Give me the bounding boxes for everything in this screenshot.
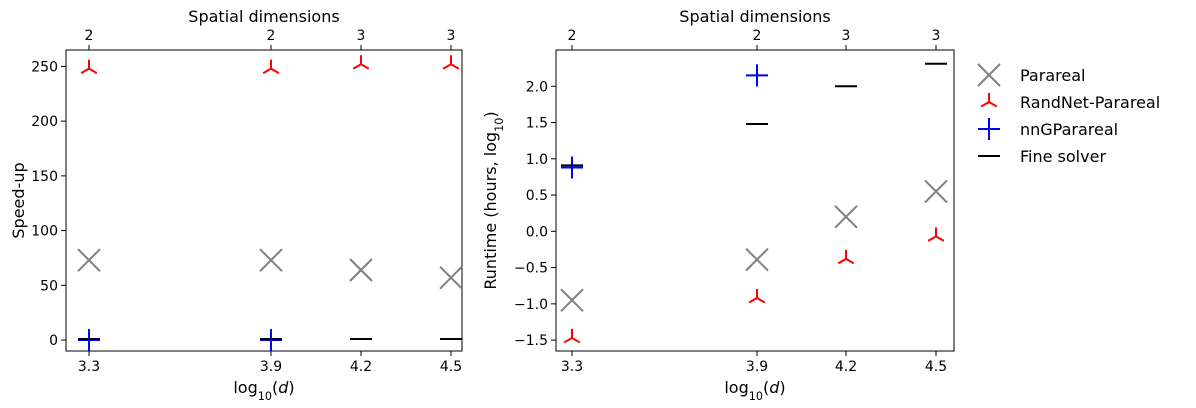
plot-frame bbox=[555, 49, 955, 352]
y-tick-label: 50 bbox=[40, 278, 58, 294]
data-point-nngparareal bbox=[561, 156, 583, 179]
y-tick-label: 150 bbox=[31, 169, 58, 185]
top-tick-label: 2 bbox=[753, 28, 762, 44]
x-tick-label: 4.2 bbox=[350, 359, 372, 375]
x-axis-label: log10(d) bbox=[233, 378, 294, 403]
y-tick-label: 200 bbox=[31, 114, 58, 130]
plot-frame bbox=[65, 49, 463, 352]
y-tick-label: 0.5 bbox=[526, 188, 548, 204]
data-point-randnet-parareal bbox=[748, 289, 766, 304]
data-point-randnet-parareal bbox=[927, 227, 945, 242]
data-point-randnet-parareal bbox=[352, 55, 370, 70]
y-tick-label: −1.0 bbox=[514, 297, 548, 313]
top-axis-label: Spatial dimensions bbox=[679, 7, 830, 26]
top-tick-label: 2 bbox=[85, 28, 94, 44]
x-tick-label: 4.5 bbox=[440, 359, 462, 375]
y-tick-label: 0.0 bbox=[526, 224, 548, 240]
data-point-nngparareal bbox=[78, 329, 100, 352]
data-point-parareal bbox=[349, 258, 373, 282]
y-axis-label: Runtime (hours, log10) bbox=[481, 111, 506, 289]
data-point-randnet-parareal bbox=[442, 55, 460, 70]
x-tick-label: 4.2 bbox=[835, 359, 857, 375]
x-tick-label: 4.5 bbox=[925, 359, 947, 375]
chart-1: 3.3 2 3.9 2 4.2 3 4.5 3 0 50 100 150 200 250 log10(d) S… bbox=[9, 7, 463, 403]
top-tick-label: 3 bbox=[447, 28, 456, 44]
x-axis-label: log10(d) bbox=[724, 378, 785, 403]
data-point-parareal bbox=[924, 179, 948, 204]
legend-marker-parareal bbox=[977, 63, 1001, 87]
top-tick-label: 3 bbox=[357, 28, 366, 44]
legend-label: RandNet-Parareal bbox=[1020, 93, 1160, 112]
data-point-parareal bbox=[439, 265, 463, 290]
legend: Parareal RandNet-Parareal nnGParareal Fine … bbox=[977, 63, 1160, 166]
x-tick-label: 3.9 bbox=[260, 359, 282, 375]
data-point-randnet-parareal bbox=[80, 59, 98, 74]
data-point-parareal bbox=[560, 288, 584, 312]
x-tick-label: 3.9 bbox=[746, 359, 768, 375]
data-point-parareal bbox=[745, 247, 769, 272]
y-tick-label: −1.5 bbox=[514, 333, 548, 349]
y-tick-label: 100 bbox=[31, 224, 58, 240]
legend-marker-randnet-parareal bbox=[980, 93, 998, 108]
data-point-randnet-parareal bbox=[563, 328, 581, 344]
data-point-nngparareal bbox=[746, 64, 768, 87]
top-tick-label: 3 bbox=[932, 28, 941, 44]
y-tick-label: −0.5 bbox=[514, 261, 548, 277]
y-tick-label: 0 bbox=[49, 333, 58, 349]
y-tick-label: 1.5 bbox=[526, 116, 548, 132]
top-tick-label: 2 bbox=[568, 28, 577, 44]
y-tick-label: 250 bbox=[31, 59, 58, 75]
legend-label: nnGParareal bbox=[1020, 120, 1118, 139]
top-tick-label: 2 bbox=[267, 28, 276, 44]
data-point-parareal bbox=[834, 205, 858, 229]
data-point-parareal bbox=[77, 248, 101, 272]
data-point-randnet-parareal bbox=[262, 59, 280, 74]
chart-2: 3.3 2 3.9 2 4.2 3 4.5 3 −1.5 −1.0 −0.5 0.0 0.5 1.0 1.5… bbox=[481, 7, 955, 403]
y-tick-label: 2.0 bbox=[526, 79, 548, 95]
legend-label: Parareal bbox=[1020, 66, 1085, 85]
legend-label: Fine solver bbox=[1020, 147, 1106, 166]
top-axis-label: Spatial dimensions bbox=[188, 7, 339, 26]
data-point-nngparareal bbox=[260, 329, 282, 352]
x-tick-label: 3.3 bbox=[561, 359, 583, 375]
data-point-randnet-parareal bbox=[837, 249, 855, 265]
y-axis-label: Speed-up bbox=[9, 162, 28, 238]
legend-marker-nngparareal bbox=[978, 118, 1000, 140]
y-tick-label: 1.0 bbox=[526, 152, 548, 168]
top-tick-label: 3 bbox=[842, 28, 851, 44]
data-point-parareal bbox=[259, 248, 283, 272]
x-tick-label: 3.3 bbox=[78, 359, 100, 375]
